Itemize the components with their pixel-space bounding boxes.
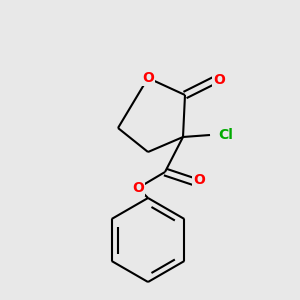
Text: O: O [132,181,144,195]
Text: Cl: Cl [219,128,233,142]
Text: O: O [193,173,205,187]
Text: O: O [142,71,154,85]
Text: O: O [213,73,225,87]
